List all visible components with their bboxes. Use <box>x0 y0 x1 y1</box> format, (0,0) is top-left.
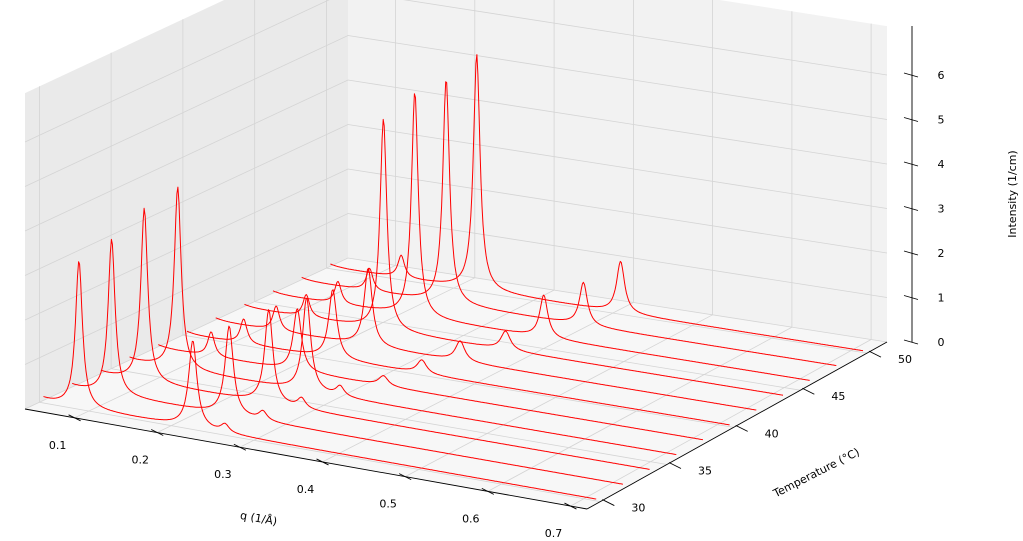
x-tick-label: 0.7 <box>545 527 563 540</box>
z-grid-line <box>24 0 888 143</box>
x-tick-label: 0.3 <box>214 468 232 481</box>
data-series <box>43 54 864 500</box>
x-tick <box>481 487 495 495</box>
x-tick-label: 0.5 <box>379 498 397 511</box>
z-tick-label: 1 <box>938 292 945 305</box>
y-axis-line <box>586 341 888 510</box>
back-pane <box>348 0 887 342</box>
x-tick <box>151 429 164 436</box>
tick-marks <box>68 72 919 510</box>
z-grid-line <box>24 79 888 232</box>
y-tick <box>868 350 882 358</box>
z-grid-line <box>24 213 888 365</box>
z-tick-label: 3 <box>938 203 945 216</box>
z-tick-label: 5 <box>938 114 945 127</box>
series-line-32 <box>72 238 623 485</box>
y-tick-label: 40 <box>765 427 779 440</box>
x-axis-label: q (1/Å) <box>239 509 278 528</box>
series-line-38 <box>158 308 703 441</box>
side-pane <box>25 0 348 409</box>
z-tick <box>903 250 919 256</box>
series-line-44 <box>244 118 784 396</box>
y-tick-label: 30 <box>631 502 645 515</box>
z-tick <box>903 206 919 211</box>
x-tick-label: 0.6 <box>462 512 480 525</box>
floor-pane <box>25 258 887 509</box>
z-tick <box>903 339 919 345</box>
z-grid-line <box>24 168 888 321</box>
x-tick <box>68 414 81 422</box>
y-tick-label: 50 <box>898 353 912 366</box>
axis-lines <box>24 26 913 510</box>
y-tick <box>802 387 815 395</box>
z-tick <box>903 295 919 300</box>
z-tick-label: 2 <box>938 247 945 260</box>
series-line-46 <box>272 93 810 381</box>
z-tick <box>903 72 919 78</box>
z-tick <box>903 117 919 122</box>
x-tick <box>564 502 577 510</box>
y-tick <box>668 462 682 469</box>
series-line-50 <box>330 54 864 352</box>
series-line-34 <box>100 207 650 470</box>
y-tick <box>602 499 615 506</box>
series-line-30 <box>43 261 597 500</box>
series-line-36 <box>129 186 677 455</box>
z-tick-label: 6 <box>938 69 945 82</box>
x-tick-label: 0.2 <box>131 454 149 467</box>
y-tick <box>735 424 748 432</box>
z-grid-line <box>24 124 888 276</box>
x-tick <box>398 473 412 481</box>
z-tick-label: 4 <box>938 158 945 171</box>
x-axis-line <box>24 408 588 510</box>
x-tick-label: 0.4 <box>297 483 315 496</box>
z-tick <box>903 161 919 167</box>
z-tick-label: 0 <box>938 336 945 349</box>
x-tick <box>316 458 329 466</box>
series-line-48 <box>301 81 837 366</box>
z-axis-label: Intensity (1/cm) <box>1006 150 1019 237</box>
series-line-40 <box>186 289 730 426</box>
z-grid-line <box>24 257 888 410</box>
grid-lines <box>24 0 888 507</box>
y-tick-label: 45 <box>831 390 845 403</box>
y-tick-label: 35 <box>698 464 712 477</box>
x-tick-label: 0.1 <box>49 439 67 452</box>
y-axis-label: Temperature (°C) <box>770 446 861 501</box>
series-line-42 <box>215 267 757 411</box>
axis-panes <box>25 0 887 509</box>
x-tick <box>233 443 247 451</box>
z-grid-line <box>24 35 888 187</box>
